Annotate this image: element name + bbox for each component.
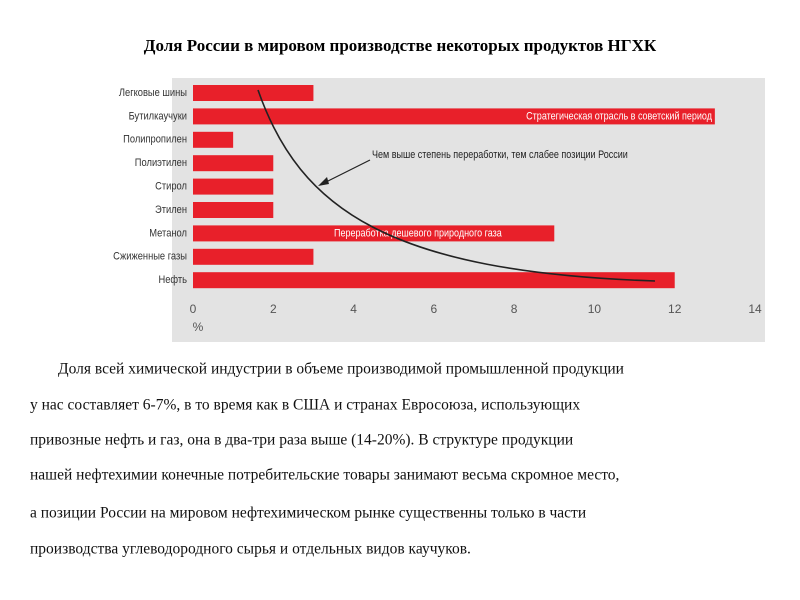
bar [193, 178, 274, 195]
x-tick-label: 8 [511, 302, 518, 316]
chart: Легковые шины Бутилкаучуки Полипропилен Пол… [113, 85, 762, 334]
y-tick-label: Легковые шины [119, 87, 187, 99]
x-tick-label: 2 [270, 302, 277, 316]
y-tick-label: Сжиженные газы [113, 251, 187, 263]
paragraph-line: производства углеводородного сырья и отд… [30, 541, 471, 558]
y-tick-label: Полипропилен [123, 134, 187, 146]
bar [193, 202, 274, 218]
paragraph-line: нашей нефтехимии конечные потребительски… [30, 467, 619, 484]
annotation: Стратегическая отрасль в советский перио… [526, 111, 712, 123]
paragraph-line: Доля всей химической индустрии в объеме … [58, 361, 624, 378]
bar [193, 131, 234, 148]
x-tick-label: 6 [431, 302, 438, 316]
bar [193, 248, 314, 265]
bar [193, 272, 675, 289]
annotation: Чем выше степень переработки, тем слабее… [372, 148, 628, 161]
y-tick-label: Метанол [149, 228, 187, 240]
x-tick-label: 14 [748, 302, 762, 316]
annotation: Переработка дешевого природного газа [334, 226, 502, 239]
bar [193, 155, 274, 172]
y-tick-label: Бутилкаучуки [129, 111, 187, 123]
y-tick-label: Полиэтилен [135, 157, 187, 169]
x-tick-label: 0 [190, 302, 197, 316]
y-tick-label: Стирол [155, 181, 187, 193]
x-tick-label: 4 [350, 302, 357, 316]
y-tick-label: Этилен [155, 204, 187, 216]
arrow-head [318, 177, 329, 186]
bar [193, 225, 555, 242]
annotation-arrow [319, 159, 371, 186]
paragraph-line: привозные нефть и газ, она в два-три раз… [30, 432, 573, 449]
chart-title: Доля России в мировом производстве некот… [144, 36, 657, 55]
x-axis-label: % [193, 320, 204, 334]
x-tick-label: 10 [588, 302, 602, 316]
bar [193, 85, 314, 101]
y-tick-label: Нефть [158, 273, 187, 286]
trend-curve [257, 89, 656, 282]
paragraph-line: у нас составляет 6-7%, в то время как в … [30, 397, 580, 414]
paragraph-line: а позиции России на мировом нефтехимичес… [30, 505, 586, 522]
paragraph: Доля всей химической индустрии в объеме … [30, 361, 624, 558]
x-tick-label: 12 [668, 302, 682, 316]
bar [193, 108, 715, 125]
